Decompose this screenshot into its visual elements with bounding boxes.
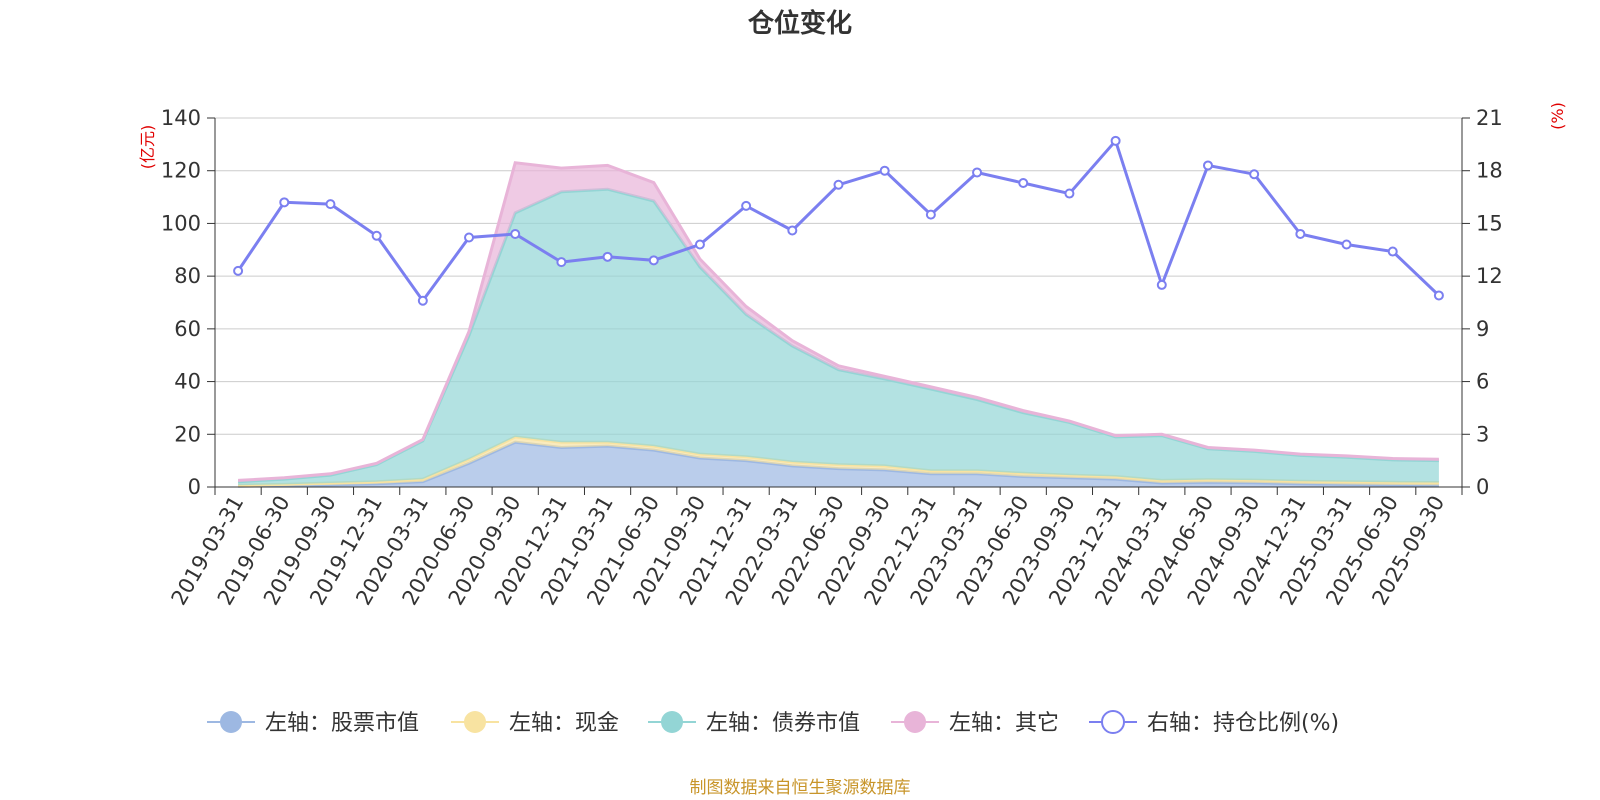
ratio-point	[325, 199, 336, 210]
ratio-point	[1249, 169, 1260, 180]
right-axis-tick-label: 18	[1476, 159, 1503, 183]
ratio-point	[694, 239, 705, 250]
ratio-point	[879, 165, 890, 176]
ratio-point	[371, 230, 382, 241]
ratio-point	[1156, 279, 1167, 290]
ratio-point	[602, 251, 613, 262]
ratio-point	[1341, 239, 1352, 250]
ratio-point	[972, 167, 983, 178]
left-axis-tick-label: 80	[174, 264, 201, 288]
ratio-point	[1295, 228, 1306, 239]
ratio-point	[787, 225, 798, 236]
right-axis-tick-label: 6	[1476, 370, 1489, 394]
left-axis-tick-label: 140	[161, 106, 201, 130]
area-债券市值	[238, 189, 1439, 486]
left-axis-tick-label: 120	[161, 159, 201, 183]
legend-marker-dot	[1101, 710, 1125, 734]
left-axis-tick-label: 60	[174, 317, 201, 341]
right-axis-tick-label: 3	[1476, 422, 1489, 446]
legend-marker-dot	[220, 711, 242, 733]
grid-lines	[215, 117, 1462, 435]
legend-label: 右轴：持仓比例(%)	[1147, 711, 1339, 736]
ratio-point	[233, 265, 244, 276]
right-axis-tick-label: 0	[1476, 475, 1489, 499]
left-axis-tick-label: 100	[161, 211, 201, 235]
right-axis-tick-label: 9	[1476, 317, 1489, 341]
right-axis-tick-label: 12	[1476, 264, 1503, 288]
ratio-point	[464, 232, 475, 243]
ratio-point	[1064, 188, 1075, 199]
ratio-point	[1433, 290, 1444, 301]
ratio-point	[833, 179, 844, 190]
ratio-point	[1110, 135, 1121, 146]
data-source-note: 制图数据来自恒生聚源数据库	[690, 778, 911, 798]
ratio-point	[1387, 246, 1398, 257]
left-axis-tick-label: 40	[174, 370, 201, 394]
right-axis-tick-label: 15	[1476, 211, 1503, 235]
legend-label: 左轴：债券市值	[706, 711, 860, 736]
left-axis-tick-label: 20	[174, 422, 201, 446]
left-axis-tick-label: 0	[188, 475, 201, 499]
ratio-point	[648, 255, 659, 266]
ratio-point	[1202, 160, 1213, 171]
legend-marker-dot	[904, 711, 926, 733]
stacked-areas	[238, 161, 1439, 488]
legend-item: 左轴：股票市值	[207, 711, 419, 736]
legend-item: 左轴：现金	[451, 711, 619, 736]
ratio-point	[741, 200, 752, 211]
ratio-point	[510, 228, 521, 239]
legend: 左轴：股票市值 左轴：现金 左轴：债券市值 左轴：其它 右轴：持仓比例(%)	[207, 710, 1339, 736]
legend-label: 左轴：其它	[949, 711, 1059, 736]
right-axis-tick-label: 21	[1476, 106, 1503, 130]
ratio-point	[279, 197, 290, 208]
legend-label: 左轴：股票市值	[265, 711, 419, 736]
legend-marker-dot	[661, 711, 683, 733]
legend-item: 左轴：其它	[891, 711, 1059, 736]
legend-item: 右轴：持仓比例(%)	[1089, 710, 1339, 736]
area-其它-edge	[238, 161, 1439, 482]
axes: 0204060801001201400369121518212019-03-31…	[161, 106, 1503, 609]
ratio-point	[1018, 178, 1029, 189]
chart-title: 仓位变化	[747, 8, 852, 39]
legend-label: 左轴：现金	[509, 711, 619, 736]
right-axis-unit: (%)	[1548, 102, 1567, 130]
left-axis-unit: (亿元)	[138, 125, 157, 170]
legend-item: 左轴：债券市值	[648, 711, 860, 736]
area-股票市值	[238, 442, 1439, 487]
legend-marker-dot	[464, 711, 486, 733]
ratio-line-path	[236, 137, 1440, 304]
ratio-line	[233, 135, 1444, 306]
ratio-point	[417, 295, 428, 306]
ratio-point	[556, 257, 567, 268]
ratio-point	[925, 209, 936, 220]
